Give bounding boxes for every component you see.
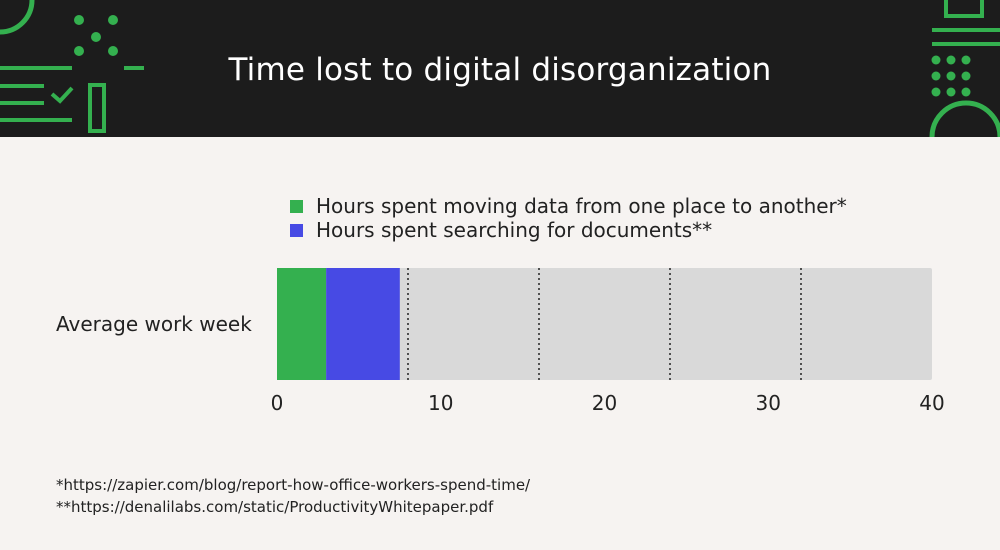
legend-swatch-green (290, 199, 303, 213)
x-tick-label: 40 (919, 391, 944, 415)
footnote: *https://zapier.com/blog/report-how-offi… (56, 476, 531, 494)
bar-total-track (277, 268, 932, 380)
chart-title: Time lost to digital disorganization (228, 52, 772, 88)
bar-chart: 0 10 20 30 40 (271, 268, 945, 415)
bar-segment-2 (326, 268, 400, 380)
legend-item-moving-data: Hours spent moving data from one place t… (290, 194, 847, 218)
x-tick-label: 0 (271, 391, 284, 415)
x-tick-label: 20 (592, 391, 617, 415)
legend-label: Hours spent searching for documents** (316, 218, 713, 242)
decorative-pattern (0, 0, 1000, 137)
header-banner: Time lost to digital disorganization (0, 0, 1000, 137)
x-tick-label: 10 (428, 391, 453, 415)
bar-segment-1 (277, 268, 327, 380)
footnote: **https://denalilabs.com/static/Producti… (56, 498, 494, 516)
legend-swatch-blue (290, 223, 303, 237)
legend: Hours spent moving data from one place t… (290, 194, 847, 242)
legend-item-searching: Hours spent searching for documents** (290, 218, 847, 242)
category-label: Average work week (56, 312, 252, 336)
footnotes: *https://zapier.com/blog/report-how-offi… (56, 474, 530, 518)
x-tick-label: 30 (756, 391, 781, 415)
legend-label: Hours spent moving data from one place t… (316, 194, 847, 218)
